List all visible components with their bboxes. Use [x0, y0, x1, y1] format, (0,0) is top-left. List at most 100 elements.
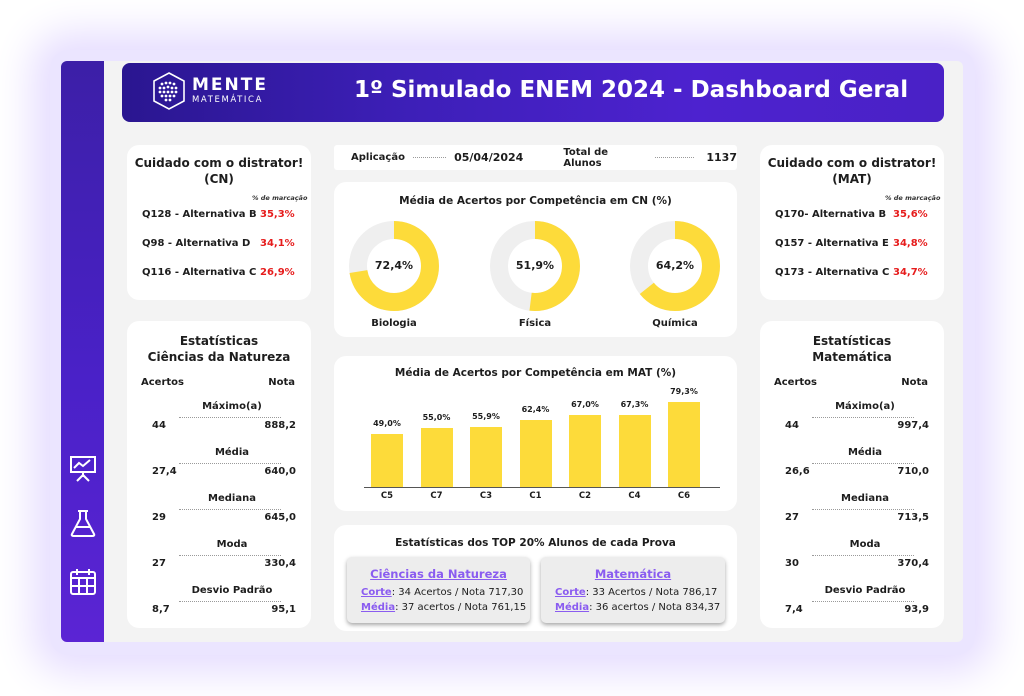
stats-cn-card: Estatísticas Ciências da Natureza Acerto… [127, 321, 311, 628]
bar-category-label: C5 [380, 491, 394, 501]
distractor-question: Q128 - Alternativa B [142, 209, 257, 220]
nota-header: Nota [901, 377, 928, 388]
total-value: 1137 [706, 151, 737, 164]
distractor-row: Q157 - Alternativa E 34,8% [775, 238, 929, 252]
stats-mat-title: Estatísticas [812, 334, 892, 348]
stats-name: Moda [216, 539, 248, 550]
acertos-header: Acertos [774, 377, 817, 388]
media-text: : 36 acertos / Nota 834,37 [589, 602, 721, 613]
stats-nota: 645,0 [264, 512, 296, 523]
mat-panel-title: Média de Acertos por Competência em MAT … [394, 367, 677, 379]
distractor-pct: 26,9% [260, 267, 295, 278]
stats-name: Média [847, 447, 883, 458]
sidebar [61, 61, 104, 642]
logo: MENTE MATEMÁTICA [152, 71, 268, 111]
top20-cn-media: Média: 37 acertos / Nota 761,15 [347, 600, 530, 615]
corte-key: Corte [361, 587, 392, 598]
stats-acertos: 27,4 [152, 466, 177, 477]
donut-arc-química [630, 221, 720, 311]
cn-competence-panel: Média de Acertos por Competência em CN (… [334, 182, 737, 337]
bar-category-label: C6 [677, 491, 691, 501]
distractor-row: Q173 - Alternativa C 34,7% [775, 267, 929, 281]
stats-nota: 95,1 [271, 604, 296, 615]
bar-category-label: C4 [628, 491, 641, 501]
donut-label: Física [518, 318, 552, 329]
stats-name: Mediana [208, 493, 256, 504]
stats-row: 8,7 Desvio Padrão 95,1 [127, 585, 311, 615]
stats-acertos: 29 [152, 512, 166, 523]
x-axis-line [364, 487, 720, 488]
calendar-icon[interactable] [67, 566, 99, 598]
stats-nota: 370,4 [897, 558, 929, 569]
stats-acertos: 30 [785, 558, 799, 569]
stats-name: Desvio Padrão [191, 585, 273, 596]
top20-cn-title[interactable]: Ciências da Natureza [370, 567, 507, 581]
stats-acertos: 27 [152, 558, 166, 569]
distractor-row: Q98 - Alternativa D 34,1% [142, 238, 296, 252]
stats-name: Máximo(a) [835, 401, 895, 412]
logo-main-text: MENTE [192, 75, 268, 96]
distractor-cn-title: Cuidado com o distrator! [134, 156, 304, 170]
pct-label: % de marcação [885, 194, 941, 202]
bar-value-label: 79,3% [670, 386, 698, 396]
aplicacao-label: Aplicação [351, 152, 405, 163]
top20-title: Estatísticas dos TOP 20% Alunos de cada … [395, 537, 676, 549]
stats-nota: 713,5 [897, 512, 929, 523]
stats-row: 30 Moda 370,4 [760, 539, 944, 569]
flask-icon[interactable] [67, 507, 99, 539]
stats-cn-subtitle: Ciências da Natureza [147, 350, 291, 364]
top20-cn-box: Ciências da Natureza Corte: 34 Acertos /… [347, 557, 530, 623]
stats-acertos: 44 [785, 420, 799, 431]
cn-donut-chart [349, 221, 720, 311]
stats-cn-title: Estatísticas [179, 334, 259, 348]
mat-competence-panel: Média de Acertos por Competência em MAT … [334, 356, 737, 511]
stats-row: 27 Moda 330,4 [127, 539, 311, 569]
stats-name: Desvio Padrão [824, 585, 906, 596]
bar-c4 [618, 414, 651, 487]
pct-label: % de marcação [252, 194, 308, 202]
top20-mat-title[interactable]: Matemática [594, 567, 672, 581]
bar-c5 [371, 434, 403, 487]
bar-category-label: C7 [430, 491, 443, 501]
aplicacao-date: 05/04/2024 [454, 151, 524, 164]
total-label: Total de Alunos [563, 146, 609, 169]
stats-nota: 997,4 [897, 420, 929, 431]
distractor-pct: 34,7% [893, 267, 928, 278]
bar-c3 [470, 426, 502, 487]
nota-header: Nota [268, 377, 295, 388]
stats-row: 44 Máximo(a) 888,2 [127, 401, 311, 431]
top20-panel: Estatísticas dos TOP 20% Alunos de cada … [334, 525, 737, 631]
stats-name: Máximo(a) [202, 401, 262, 412]
stats-nota: 330,4 [264, 558, 296, 569]
stats-name: Mediana [841, 493, 889, 504]
distractor-row: Q128 - Alternativa B 35,3% [142, 209, 296, 223]
stats-row: 26,6 Média 710,0 [760, 447, 944, 477]
bar-category-label: C3 [479, 491, 493, 501]
page-title: 1º Simulado ENEM 2024 - Dashboard Geral [354, 77, 909, 103]
stats-acertos: 26,6 [785, 466, 810, 477]
donut-value: 72,4% [374, 259, 414, 272]
donut-value: 64,2% [655, 259, 695, 272]
top20-mat-corte: Corte: 33 Acertos / Nota 786,17 [541, 585, 725, 600]
stats-row: 7,4 Desvio Padrão 93,9 [760, 585, 944, 615]
corte-text: : 33 Acertos / Nota 786,17 [585, 587, 718, 598]
donut-label: Química [652, 318, 698, 329]
presentation-chart-icon[interactable] [67, 452, 99, 484]
stats-acertos: 44 [152, 420, 166, 431]
stats-name: Média [214, 447, 250, 458]
bar-value-label: 55,9% [472, 411, 500, 421]
logo-sub-text: MATEMÁTICA [192, 95, 263, 106]
donut-value: 51,9% [515, 259, 555, 272]
stats-row: 27 Mediana 713,5 [760, 493, 944, 523]
distractor-question: Q157 - Alternativa E [775, 238, 889, 249]
stats-mat-card: Estatísticas Matemática Acertos Nota 44 … [760, 321, 944, 628]
top20-cn-corte: Corte: 34 Acertos / Nota 717,30 [347, 585, 530, 600]
stats-nota: 710,0 [897, 466, 929, 477]
bar-category-label: C2 [578, 491, 592, 501]
stats-nota: 888,2 [264, 420, 296, 431]
distractor-mat-card: Cuidado com o distrator! (MAT) % de marc… [760, 145, 944, 300]
bar-category-label: C1 [529, 491, 542, 501]
media-key: Média [361, 602, 396, 613]
distractor-question: Q98 - Alternativa D [142, 238, 251, 249]
brain-logo-icon [153, 72, 185, 110]
